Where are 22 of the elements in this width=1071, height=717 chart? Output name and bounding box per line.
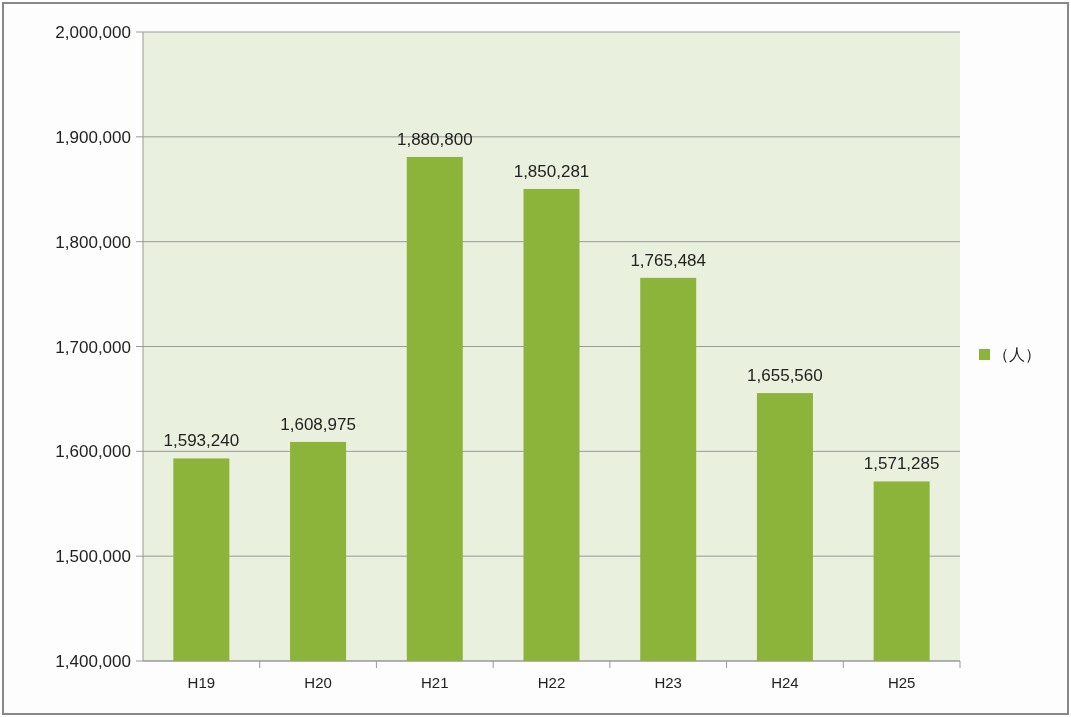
y-tick-label: 1,700,000 <box>55 337 131 357</box>
x-tick-label: H25 <box>887 674 916 691</box>
y-tick-label: 2,000,000 <box>55 23 131 42</box>
data-label: 1,655,560 <box>747 366 823 386</box>
x-tick-label: H24 <box>771 674 799 691</box>
y-tick-label: 1,600,000 <box>55 442 131 462</box>
data-label: 1,593,240 <box>163 431 240 451</box>
y-tick-label: 1,900,000 <box>55 127 131 147</box>
y-tick-label: 1,500,000 <box>55 547 131 567</box>
data-label: 1,608,975 <box>280 414 356 434</box>
data-label: 1,571,285 <box>863 454 940 474</box>
x-tick-label: H23 <box>654 674 682 691</box>
data-label: 1,880,800 <box>396 129 473 149</box>
y-tick-label: 1,800,000 <box>55 232 131 252</box>
x-tick-label: H19 <box>187 674 216 691</box>
y-tick-label: 1,400,000 <box>55 652 131 671</box>
legend-label: （人） <box>993 346 1041 363</box>
x-tick-label: H20 <box>304 674 332 691</box>
data-label: 1,850,281 <box>513 161 590 181</box>
x-tick-label: H22 <box>537 674 566 691</box>
data-label: 1,765,484 <box>630 250 707 270</box>
x-tick-label: H21 <box>421 674 449 691</box>
